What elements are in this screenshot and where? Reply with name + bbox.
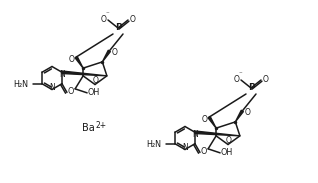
- Text: O: O: [130, 14, 136, 23]
- Text: O: O: [68, 87, 74, 96]
- Text: O: O: [201, 115, 207, 124]
- Text: OH: OH: [88, 88, 100, 97]
- Polygon shape: [235, 110, 243, 122]
- Text: N: N: [182, 143, 188, 152]
- Text: O: O: [111, 48, 117, 57]
- Text: O: O: [101, 14, 107, 23]
- Text: ⁻: ⁻: [238, 71, 242, 77]
- Polygon shape: [208, 116, 216, 128]
- Text: OH: OH: [221, 148, 233, 157]
- Polygon shape: [102, 50, 110, 62]
- Text: O: O: [93, 76, 99, 85]
- Polygon shape: [75, 57, 83, 68]
- Text: H₂N: H₂N: [146, 140, 161, 149]
- Text: N: N: [59, 70, 65, 79]
- Text: ⁻: ⁻: [105, 11, 109, 17]
- Text: N: N: [192, 130, 198, 139]
- Text: P: P: [115, 23, 121, 33]
- Text: O: O: [263, 74, 269, 83]
- Text: O: O: [245, 108, 250, 117]
- Text: O: O: [234, 74, 240, 83]
- Text: O: O: [226, 136, 232, 145]
- Polygon shape: [62, 71, 107, 76]
- Text: P: P: [248, 83, 254, 92]
- Text: H₂N: H₂N: [13, 80, 28, 89]
- Polygon shape: [195, 131, 240, 136]
- Text: 2+: 2+: [96, 120, 107, 130]
- Text: N: N: [49, 83, 55, 92]
- Text: O: O: [68, 55, 74, 64]
- Text: Ba: Ba: [82, 123, 94, 133]
- Text: O: O: [201, 147, 207, 156]
